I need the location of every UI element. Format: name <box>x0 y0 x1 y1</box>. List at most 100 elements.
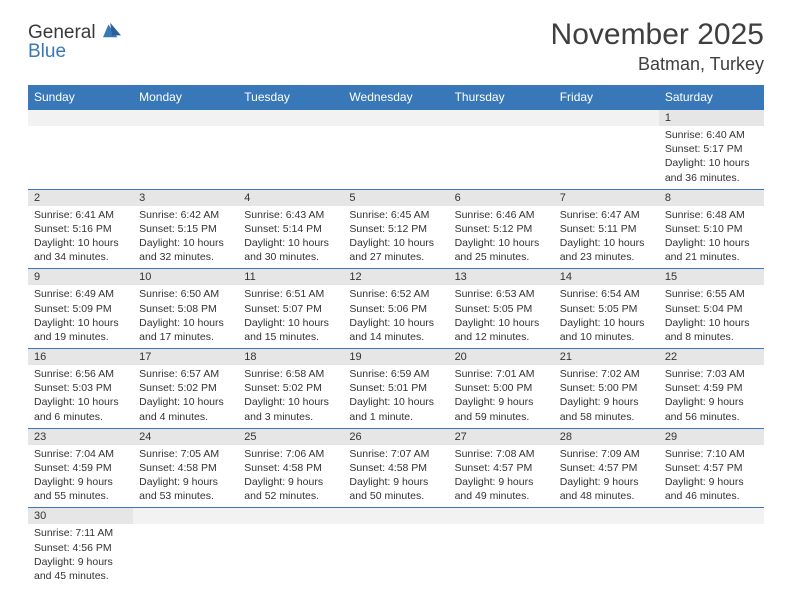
sunset-text: Sunset: 4:58 PM <box>349 461 442 475</box>
sunrise-text: Sunrise: 7:11 AM <box>34 526 127 540</box>
daylight-text: and 48 minutes. <box>560 489 653 503</box>
day-detail-cell: Sunrise: 6:59 AMSunset: 5:01 PMDaylight:… <box>343 365 448 428</box>
daylight-text: and 59 minutes. <box>455 410 548 424</box>
daynum-row: 2345678 <box>28 189 764 206</box>
day-number-cell: 17 <box>133 349 238 366</box>
day-number-cell: 2 <box>28 189 133 206</box>
daylight-text: and 6 minutes. <box>34 410 127 424</box>
day-number-cell: 16 <box>28 349 133 366</box>
day-detail-cell: Sunrise: 6:56 AMSunset: 5:03 PMDaylight:… <box>28 365 133 428</box>
day-number-cell: 27 <box>449 428 554 445</box>
daylight-text: and 30 minutes. <box>244 250 337 264</box>
day-detail-cell: Sunrise: 6:40 AMSunset: 5:17 PMDaylight:… <box>659 126 764 189</box>
daylight-text: Daylight: 10 hours <box>560 316 653 330</box>
daylight-text: Daylight: 10 hours <box>139 316 232 330</box>
sunset-text: Sunset: 5:05 PM <box>560 302 653 316</box>
daylight-text: and 50 minutes. <box>349 489 442 503</box>
day-number-cell <box>659 508 764 525</box>
daylight-text: and 49 minutes. <box>455 489 548 503</box>
day-detail-cell: Sunrise: 7:05 AMSunset: 4:58 PMDaylight:… <box>133 445 238 508</box>
day-number-cell <box>449 110 554 127</box>
day-detail-cell: Sunrise: 6:58 AMSunset: 5:02 PMDaylight:… <box>238 365 343 428</box>
day-detail-cell: Sunrise: 6:48 AMSunset: 5:10 PMDaylight:… <box>659 206 764 269</box>
sunset-text: Sunset: 5:15 PM <box>139 222 232 236</box>
sunset-text: Sunset: 5:01 PM <box>349 381 442 395</box>
day-detail-cell: Sunrise: 6:43 AMSunset: 5:14 PMDaylight:… <box>238 206 343 269</box>
daylight-text: and 3 minutes. <box>244 410 337 424</box>
day-number-cell: 29 <box>659 428 764 445</box>
sunrise-text: Sunrise: 7:04 AM <box>34 447 127 461</box>
day-detail-cell <box>133 126 238 189</box>
sunset-text: Sunset: 4:58 PM <box>244 461 337 475</box>
detail-row: Sunrise: 6:41 AMSunset: 5:16 PMDaylight:… <box>28 206 764 269</box>
day-detail-cell <box>449 524 554 587</box>
daylight-text: Daylight: 9 hours <box>139 475 232 489</box>
sunset-text: Sunset: 5:03 PM <box>34 381 127 395</box>
daylight-text: and 27 minutes. <box>349 250 442 264</box>
sunrise-text: Sunrise: 6:45 AM <box>349 208 442 222</box>
day-detail-cell <box>238 524 343 587</box>
daylight-text: Daylight: 9 hours <box>560 475 653 489</box>
day-number-cell: 12 <box>343 269 448 286</box>
daylight-text: Daylight: 10 hours <box>349 236 442 250</box>
sunrise-text: Sunrise: 6:59 AM <box>349 367 442 381</box>
daylight-text: and 4 minutes. <box>139 410 232 424</box>
day-number-cell: 21 <box>554 349 659 366</box>
sunset-text: Sunset: 5:06 PM <box>349 302 442 316</box>
day-detail-cell <box>133 524 238 587</box>
sunset-text: Sunset: 5:17 PM <box>665 142 758 156</box>
day-number-cell: 20 <box>449 349 554 366</box>
day-detail-cell: Sunrise: 7:11 AMSunset: 4:56 PMDaylight:… <box>28 524 133 587</box>
brand-logo: General Blue <box>28 22 121 61</box>
header: General Blue November 2025 Batman, Turke… <box>28 18 764 75</box>
daylight-text: and 17 minutes. <box>139 330 232 344</box>
sunrise-text: Sunrise: 6:42 AM <box>139 208 232 222</box>
day-number-cell <box>554 110 659 127</box>
daylight-text: Daylight: 10 hours <box>665 156 758 170</box>
day-header-row: Sunday Monday Tuesday Wednesday Thursday… <box>28 85 764 110</box>
day-detail-cell: Sunrise: 6:53 AMSunset: 5:05 PMDaylight:… <box>449 285 554 348</box>
daylight-text: Daylight: 10 hours <box>665 236 758 250</box>
day-number-cell: 4 <box>238 189 343 206</box>
daylight-text: and 36 minutes. <box>665 171 758 185</box>
daylight-text: and 58 minutes. <box>560 410 653 424</box>
day-detail-cell: Sunrise: 7:06 AMSunset: 4:58 PMDaylight:… <box>238 445 343 508</box>
day-number-cell: 15 <box>659 269 764 286</box>
sunrise-text: Sunrise: 6:54 AM <box>560 287 653 301</box>
day-detail-cell: Sunrise: 7:10 AMSunset: 4:57 PMDaylight:… <box>659 445 764 508</box>
day-number-cell: 13 <box>449 269 554 286</box>
location: Batman, Turkey <box>551 54 764 75</box>
day-detail-cell <box>449 126 554 189</box>
day-number-cell: 30 <box>28 508 133 525</box>
detail-row: Sunrise: 6:40 AMSunset: 5:17 PMDaylight:… <box>28 126 764 189</box>
day-number-cell <box>554 508 659 525</box>
day-number-cell: 5 <box>343 189 448 206</box>
sunrise-text: Sunrise: 6:46 AM <box>455 208 548 222</box>
daylight-text: Daylight: 9 hours <box>560 395 653 409</box>
day-number-cell: 28 <box>554 428 659 445</box>
daynum-row: 9101112131415 <box>28 269 764 286</box>
day-number-cell: 6 <box>449 189 554 206</box>
daylight-text: and 53 minutes. <box>139 489 232 503</box>
sunset-text: Sunset: 4:57 PM <box>455 461 548 475</box>
sunset-text: Sunset: 5:07 PM <box>244 302 337 316</box>
day-detail-cell: Sunrise: 7:08 AMSunset: 4:57 PMDaylight:… <box>449 445 554 508</box>
daylight-text: Daylight: 10 hours <box>244 236 337 250</box>
day-number-cell: 7 <box>554 189 659 206</box>
day-number-cell: 23 <box>28 428 133 445</box>
day-header: Thursday <box>449 85 554 110</box>
daylight-text: and 12 minutes. <box>455 330 548 344</box>
daylight-text: Daylight: 10 hours <box>349 395 442 409</box>
day-detail-cell: Sunrise: 7:01 AMSunset: 5:00 PMDaylight:… <box>449 365 554 428</box>
day-detail-cell: Sunrise: 7:03 AMSunset: 4:59 PMDaylight:… <box>659 365 764 428</box>
daylight-text: Daylight: 10 hours <box>455 236 548 250</box>
sunset-text: Sunset: 5:08 PM <box>139 302 232 316</box>
daylight-text: Daylight: 9 hours <box>455 475 548 489</box>
daylight-text: Daylight: 9 hours <box>455 395 548 409</box>
day-number-cell: 10 <box>133 269 238 286</box>
day-number-cell <box>28 110 133 127</box>
sail-icon <box>103 22 121 38</box>
sunrise-text: Sunrise: 7:06 AM <box>244 447 337 461</box>
daylight-text: and 55 minutes. <box>34 489 127 503</box>
daylight-text: Daylight: 9 hours <box>34 555 127 569</box>
